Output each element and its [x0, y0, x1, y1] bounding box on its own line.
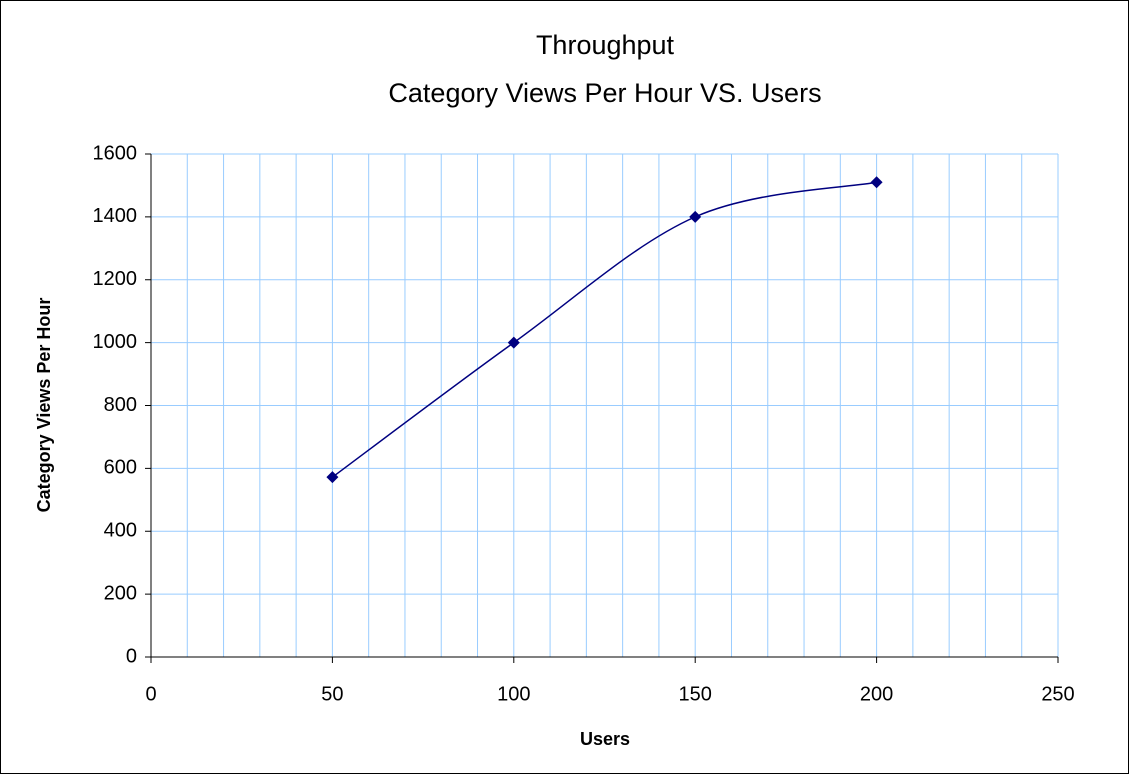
data-point	[870, 176, 883, 189]
y-tick-label: 200	[104, 582, 137, 604]
chart-title: Throughput	[536, 30, 675, 60]
y-tick-label: 600	[104, 457, 137, 479]
y-tick-label: 1200	[93, 268, 138, 290]
y-axis-title: Category Views Per Hour	[34, 298, 54, 513]
y-tick-label: 1600	[93, 142, 138, 164]
x-tick-label: 250	[1041, 683, 1074, 705]
y-tick-label: 0	[126, 645, 137, 667]
chart-subtitle: Category Views Per Hour VS. Users	[388, 78, 821, 108]
y-tick-label: 1400	[93, 205, 138, 227]
x-tick-label: 50	[321, 683, 343, 705]
data-point	[326, 471, 339, 484]
x-tick-label: 0	[145, 683, 156, 705]
x-tick-label: 100	[497, 683, 530, 705]
data-point	[507, 336, 520, 349]
x-axis-title: Users	[580, 729, 630, 749]
x-tick-label: 150	[679, 683, 712, 705]
y-tick-label: 1000	[93, 331, 138, 353]
x-tick-label: 200	[860, 683, 893, 705]
y-tick-label: 800	[104, 394, 137, 416]
data-point	[689, 210, 702, 223]
y-tick-label: 400	[104, 520, 137, 542]
series-line	[331, 181, 877, 478]
